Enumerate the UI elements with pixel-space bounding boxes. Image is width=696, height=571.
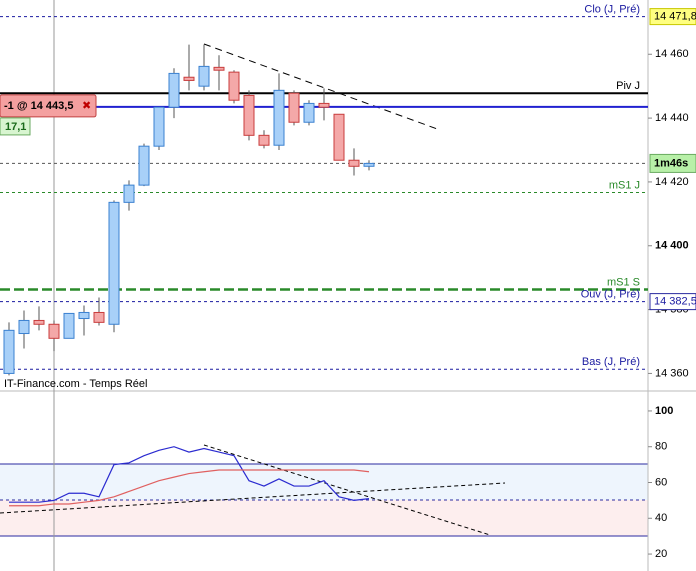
y-tick-label: 14 460 (655, 48, 689, 60)
order-label: -1 @ 14 443,5 (4, 100, 73, 112)
candle-body (183, 76, 195, 81)
y-tick-label: 14 400 (655, 240, 689, 252)
candle-body (123, 184, 135, 203)
candle-body (108, 201, 120, 325)
countdown-label: 1m46s (654, 157, 688, 169)
y-tick-label: 60 (655, 476, 667, 488)
level-badge (649, 293, 696, 311)
source-label: IT-Finance.com - Temps Réel (4, 378, 147, 390)
candle-body (213, 66, 225, 71)
y-tick-label: 14 440 (655, 112, 689, 124)
level-value-label: 14 382,5 (654, 296, 696, 308)
order-badge (0, 94, 97, 118)
level-label: Bas (J, Pré) (582, 356, 640, 368)
pnl-label: 17,1 (5, 121, 26, 133)
level-label: Piv J (616, 80, 640, 92)
trend-line (203, 43, 441, 131)
candle-body (168, 72, 180, 108)
candle-body (18, 319, 30, 335)
candle-body (63, 312, 75, 339)
candle-body (273, 89, 285, 146)
y-tick-label: 80 (655, 441, 667, 453)
candle-body (288, 92, 300, 123)
level-label: Clo (J, Pré) (584, 4, 640, 16)
candle-body (78, 311, 90, 320)
candle-body (198, 65, 210, 87)
candle-body (363, 162, 375, 167)
candle-body (93, 311, 105, 323)
level-value-label: 14 471,8 (654, 11, 696, 23)
order-cancel[interactable]: ✖ (82, 100, 91, 112)
y-tick-label: 20 (655, 548, 667, 560)
candle-body (333, 113, 345, 161)
y-tick-label: 40 (655, 512, 667, 524)
level-label: mS1 J (609, 179, 640, 191)
trend-line (0, 482, 506, 514)
y-tick-label: 14 360 (655, 367, 689, 379)
candle-body (318, 102, 330, 108)
level-label: mS1 S (607, 276, 640, 288)
candle-body (348, 159, 360, 167)
trend-line (203, 444, 491, 536)
candle-body (243, 94, 255, 136)
candle-body (228, 71, 240, 101)
candle-body (33, 319, 45, 325)
y-tick-label: 14 420 (655, 176, 689, 188)
candle-body (303, 102, 315, 123)
candle-body (48, 323, 60, 339)
candle-body (258, 134, 270, 146)
candle-body (138, 145, 150, 186)
y-tick-label: 100 (655, 405, 673, 417)
indicator-line (9, 469, 370, 507)
level-label: Ouv (J, Pré) (581, 289, 640, 301)
lower-band (0, 500, 648, 536)
countdown-badge (649, 153, 696, 173)
candle-body (153, 106, 165, 147)
pnl-badge (0, 117, 31, 136)
level-badge (649, 8, 696, 26)
indicator-line (9, 446, 370, 503)
candle-body (3, 329, 15, 374)
